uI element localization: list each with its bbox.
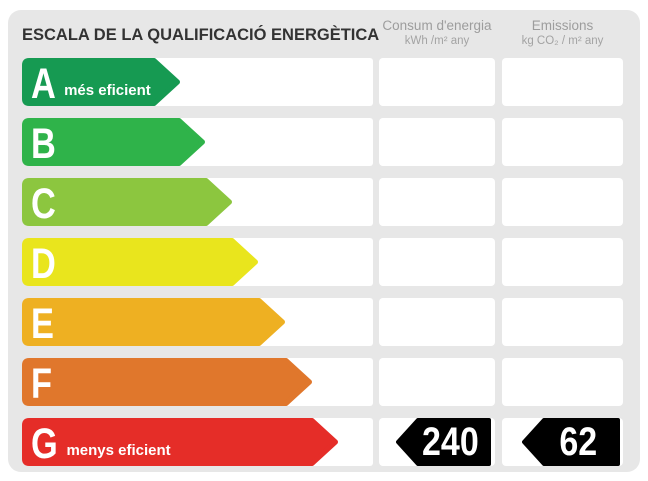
consum-cell-d [379,238,495,286]
grade-arrow-shape-e [22,298,285,346]
emissions-cell-e [502,298,623,346]
emissions-cell-d [502,238,623,286]
consum-cell-a [379,58,495,106]
grade-arrow-shape-g [22,418,338,466]
consum-cell-b [379,118,495,166]
consum-badge-arrow-icon [396,418,491,466]
grade-arrow-shape-a [22,58,180,106]
page-title: ESCALA DE LA QUALIFICACIÓ ENERGÈTICA [22,26,380,44]
emissions-header-units: kg CO₂ / m² any [521,35,604,47]
emissions-cell-f [502,358,623,406]
grade-arrow-e: E [22,298,285,346]
grade-arrow-f: F [22,358,312,406]
emissions-value: 62 [559,419,597,464]
grade-arrow-shape-b [22,118,205,166]
emissions-column-header: Emissions kg CO₂ / m² any [502,17,623,48]
consum-value-badge: 240 [396,418,491,466]
consum-cell-f [379,358,495,406]
grade-arrow-shape-f [22,358,312,406]
emissions-cell-a [502,58,623,106]
grade-arrow-b: B [22,118,205,166]
emissions-badge-arrow-icon [522,418,620,466]
consum-header-label: Consum d'energia [382,18,492,33]
grade-arrow-d: D [22,238,258,286]
consum-cell-e [379,298,495,346]
consum-cell-c [379,178,495,226]
emissions-cell-c [502,178,623,226]
emissions-header-label: Emissions [531,18,594,33]
grade-arrow-shape-d [22,238,258,286]
consum-value: 240 [422,419,479,464]
consum-column-header: Consum d'energia kWh /m² any [379,17,495,48]
emissions-cell-b [502,118,623,166]
grade-arrow-shape-c [22,178,232,226]
grade-arrow-c: C [22,178,232,226]
consum-header-units: kWh /m² any [404,35,470,47]
energy-rating-card: ESCALA DE LA QUALIFICACIÓ ENERGÈTICA Con… [8,10,640,472]
emissions-value-badge: 62 [522,418,620,466]
